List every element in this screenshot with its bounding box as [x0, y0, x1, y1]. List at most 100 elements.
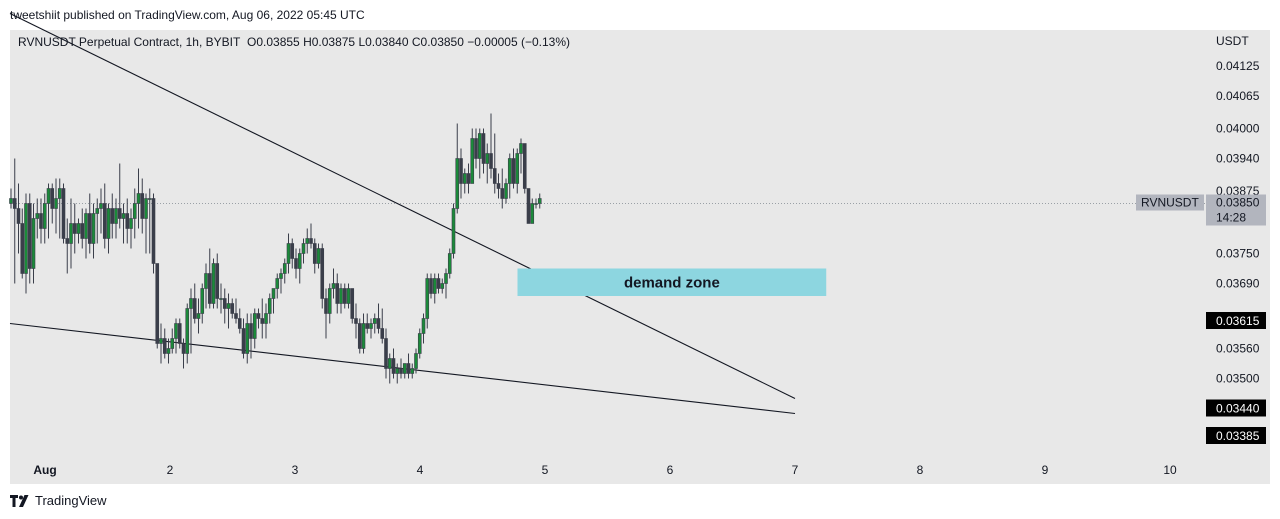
candle-body	[395, 368, 400, 374]
candle-body	[365, 323, 370, 329]
candle-body	[312, 243, 317, 264]
candle-body	[309, 238, 313, 244]
x-tick-label: 3	[292, 463, 299, 477]
level-tag	[1206, 427, 1266, 444]
upper-trendline[interactable]	[9, 13, 796, 399]
candle-body	[267, 298, 272, 314]
candle-body	[462, 173, 467, 184]
candle-body	[35, 213, 40, 219]
candle-body	[421, 318, 426, 334]
candle-body	[339, 288, 343, 304]
candle-body	[106, 208, 111, 239]
candle-body	[489, 153, 493, 169]
candle-body	[481, 133, 486, 164]
candle-body	[496, 183, 501, 189]
candle-body	[249, 323, 253, 339]
candle-body	[305, 238, 310, 244]
candle-body	[200, 288, 205, 314]
candle-body	[459, 158, 463, 184]
candle-body	[492, 168, 497, 184]
candle-body	[95, 208, 100, 214]
candle-body	[234, 313, 238, 319]
candle-body	[331, 283, 336, 289]
low-value: L0.03840	[358, 35, 409, 49]
candle-body	[519, 143, 523, 154]
candle-body	[27, 203, 32, 269]
candle-body	[350, 288, 355, 319]
current-price-label: 0.03850	[1216, 196, 1260, 210]
candle-body	[436, 278, 441, 289]
candle-body	[417, 333, 422, 354]
candle-body	[252, 313, 257, 339]
candle-body	[316, 248, 321, 264]
tradingview-brand[interactable]: TradingView	[10, 493, 107, 508]
candle-body	[537, 198, 542, 204]
candle-body	[515, 153, 520, 184]
close-value: C0.03850	[411, 35, 464, 49]
current-price-tag	[1206, 194, 1266, 226]
candle-body	[12, 198, 17, 209]
candle-body	[181, 343, 186, 354]
candle-body	[324, 298, 328, 314]
candle-body	[444, 273, 448, 284]
candle-body	[294, 258, 298, 269]
y-tick-label: 0.03940	[1216, 152, 1260, 166]
x-tick-label: 2	[167, 463, 174, 477]
candle-body	[264, 313, 268, 324]
candle-body	[376, 318, 381, 329]
candle-body	[372, 318, 377, 324]
candle-body	[204, 273, 208, 289]
candle-body	[440, 283, 445, 289]
candle-body	[406, 363, 411, 374]
symbol-tag-label: RVNUSDT	[1141, 196, 1199, 210]
demand-zone-rect[interactable]	[517, 268, 827, 297]
candle-body	[346, 288, 351, 304]
candle-body	[425, 278, 430, 319]
candle-body	[391, 358, 396, 374]
candle-body	[275, 278, 280, 289]
candle-body	[301, 243, 306, 254]
demand-zone-label: demand zone	[624, 274, 720, 291]
candle-body	[380, 328, 385, 339]
level-tag-label: 0.03615	[1216, 314, 1260, 328]
candle-body	[447, 253, 452, 274]
candle-body	[211, 263, 216, 304]
x-tick-label: 7	[792, 463, 799, 477]
candle-body	[226, 303, 231, 309]
candle-body	[24, 203, 28, 274]
candle-body	[102, 203, 107, 239]
candle-body	[140, 193, 145, 219]
candle-body	[132, 203, 137, 219]
candle-body	[470, 138, 475, 184]
candle-body	[327, 288, 332, 314]
candle-body	[147, 198, 152, 200]
candle-body	[219, 298, 223, 300]
plot-area[interactable]	[10, 30, 1206, 484]
candle-body	[357, 323, 362, 349]
candle-body	[80, 223, 85, 239]
candle-body	[9, 198, 13, 204]
candle-body	[271, 288, 276, 299]
candle-body	[384, 338, 388, 369]
y-tick-label: 0.04065	[1216, 89, 1260, 103]
candle-body	[117, 208, 122, 219]
candle-body	[177, 323, 182, 344]
candle-body	[129, 218, 133, 229]
candle-body	[162, 338, 167, 354]
symbol-header: RVNUSDT Perpetual Contract, 1h, BYBIT O0…	[18, 35, 570, 49]
symbol-title: RVNUSDT Perpetual Contract, 1h, BYBIT	[18, 35, 241, 49]
candle-body	[230, 303, 235, 314]
candle-body	[54, 198, 58, 209]
x-tick-label: 10	[1163, 463, 1177, 477]
candle-body	[125, 213, 130, 229]
candle-body	[474, 138, 478, 159]
candle-body	[387, 358, 392, 369]
candle-body	[500, 188, 505, 199]
level-tag-label: 0.03440	[1216, 402, 1260, 416]
candle-body	[121, 213, 126, 219]
candle-body	[61, 188, 66, 239]
candle-body	[286, 243, 291, 264]
candle-body	[342, 288, 347, 304]
level-tag-label: 0.03385	[1216, 429, 1260, 443]
